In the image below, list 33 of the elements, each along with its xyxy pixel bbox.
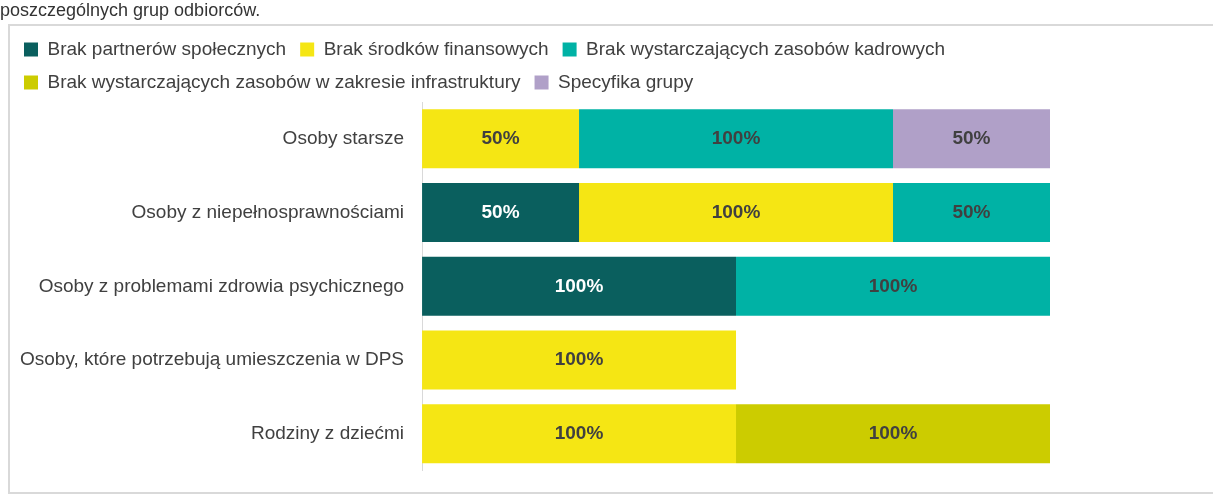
legend-label: Brak partnerów społecznych <box>47 37 287 59</box>
bar <box>422 404 737 464</box>
bar <box>579 183 894 243</box>
bar <box>893 183 1050 243</box>
y-tick-label: Osoby, które potrzebują umieszczenia w DPS <box>19 348 405 370</box>
data-label: 50% <box>952 200 991 222</box>
bar <box>422 256 737 316</box>
data-label: 50% <box>481 127 520 149</box>
bar <box>893 109 1050 169</box>
y-tick-label: Rodziny z dziećmi <box>250 421 405 443</box>
data-label: 100% <box>868 274 918 296</box>
data-label: 100% <box>868 421 918 443</box>
bar <box>422 183 580 243</box>
bar <box>736 256 1050 316</box>
text: poszczególnych grup odbiorców. <box>0 0 261 21</box>
legend-label: Specyfika grupy <box>558 70 694 92</box>
y-tick-label: Osoby z niepełnosprawnościami <box>131 200 405 222</box>
bar <box>736 404 1050 464</box>
data-label: 100% <box>554 421 604 443</box>
data-label: 100% <box>554 348 604 370</box>
data-label: 100% <box>711 127 761 149</box>
legend-label: Brak wystarczających zasobów w zakresie infrastruktury <box>47 70 522 92</box>
bar <box>422 330 737 390</box>
bar <box>579 109 894 169</box>
data-label: 100% <box>554 274 604 296</box>
bar <box>422 109 580 169</box>
y-tick-label: Osoby starsze <box>282 127 405 149</box>
legend-label: Brak wystarczających zasobów kadrowych <box>586 37 946 59</box>
data-label: 50% <box>952 127 991 149</box>
y-tick-label: Osoby z problemami zdrowia psychicznego <box>38 274 405 296</box>
data-label: 50% <box>481 200 520 222</box>
legend-label: Brak środków finansowych <box>323 37 549 59</box>
data-label: 100% <box>711 200 761 222</box>
